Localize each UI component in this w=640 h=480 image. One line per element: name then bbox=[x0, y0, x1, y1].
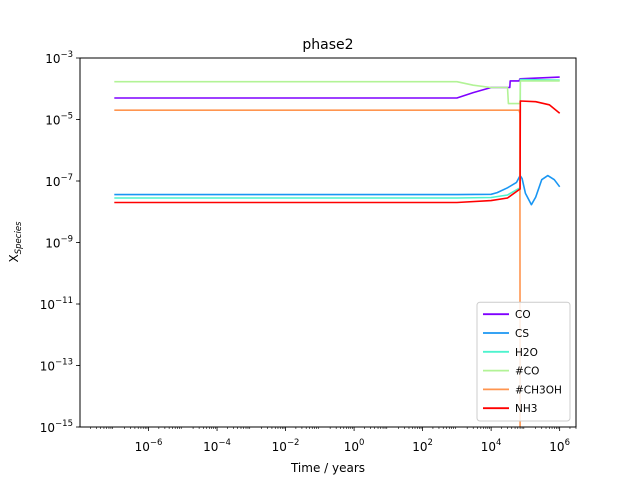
x-tick-label-exponent: 6 bbox=[565, 438, 570, 448]
x-tick-label: 104 bbox=[481, 438, 502, 454]
legend-label: H2O bbox=[515, 347, 538, 359]
x-tick-label-base: 10 bbox=[203, 440, 218, 454]
y-tick-label-exponent: −7 bbox=[60, 173, 73, 183]
y-tick-label-base: 10 bbox=[40, 360, 55, 374]
y-tick-label: 10−15 bbox=[40, 419, 73, 435]
y-tick-label-exponent: −15 bbox=[55, 419, 73, 429]
x-tick-label: 10−6 bbox=[135, 438, 163, 454]
y-tick-label-base: 10 bbox=[45, 175, 60, 189]
series-line-2 bbox=[114, 174, 561, 206]
x-axis-label: Time / years bbox=[290, 461, 365, 475]
x-tick-label-exponent: 0 bbox=[359, 438, 364, 448]
x-tick-label-exponent: −2 bbox=[287, 438, 300, 448]
y-tick-label: 10−3 bbox=[45, 50, 73, 66]
legend-label: #CH3OH bbox=[515, 384, 562, 396]
x-tick-label: 106 bbox=[549, 438, 570, 454]
x-tick-label-exponent: 2 bbox=[428, 438, 433, 448]
y-tick-label-base: 10 bbox=[40, 421, 55, 435]
x-tick-label-base: 10 bbox=[549, 440, 564, 454]
legend-label: CS bbox=[515, 328, 529, 340]
y-tick-label: 10−7 bbox=[45, 173, 73, 189]
series-line-5 bbox=[114, 109, 521, 427]
legend-box bbox=[476, 301, 571, 422]
y-tick-label-base: 10 bbox=[40, 298, 55, 312]
y-axis-label-main: X bbox=[7, 254, 21, 262]
axes-frame bbox=[79, 57, 577, 428]
x-tick-label-base: 10 bbox=[344, 440, 359, 454]
x-tick-label: 10−4 bbox=[203, 438, 231, 454]
series-line-4 bbox=[114, 80, 560, 105]
x-tick-label: 10−2 bbox=[272, 438, 300, 454]
axes-frame-rect bbox=[79, 57, 577, 428]
x-tick-label-exponent: 4 bbox=[496, 438, 501, 448]
x-tick-label-base: 10 bbox=[412, 440, 427, 454]
y-tick-label: 10−11 bbox=[40, 296, 73, 312]
y-tick-label-base: 10 bbox=[45, 52, 60, 66]
series-line-3 bbox=[114, 78, 560, 199]
legend-label: #CO bbox=[515, 366, 539, 378]
x-tick-label-base: 10 bbox=[272, 440, 287, 454]
legend-label: NH3 bbox=[515, 403, 537, 415]
x-tick-label-exponent: −6 bbox=[150, 438, 163, 448]
legend: CO CS H2O #CO #CH3OH NH3 bbox=[476, 301, 571, 422]
x-tick-label: 102 bbox=[412, 438, 433, 454]
y-tick-label-exponent: −9 bbox=[60, 235, 73, 245]
y-tick-label: 10−9 bbox=[45, 235, 73, 251]
y-tick-label-exponent: −3 bbox=[60, 50, 73, 60]
plot-area bbox=[114, 76, 561, 427]
y-tick-label-exponent: −13 bbox=[55, 358, 73, 368]
x-tick-label-exponent: −4 bbox=[218, 438, 231, 448]
x-tick-label-base: 10 bbox=[481, 440, 496, 454]
series-line-6 bbox=[114, 100, 561, 204]
x-tick-label-base: 10 bbox=[135, 440, 150, 454]
y-tick-label: 10−13 bbox=[40, 358, 73, 374]
y-tick-label-base: 10 bbox=[45, 114, 60, 128]
x-tick-label: 100 bbox=[344, 438, 365, 454]
y-tick-label: 10−5 bbox=[45, 112, 73, 128]
y-tick-label-base: 10 bbox=[45, 237, 60, 251]
y-axis-label-subscript: Species bbox=[14, 221, 24, 254]
y-tick-label-exponent: −5 bbox=[60, 112, 73, 122]
x-axis: 10−6 10−4 10−2 100 102 104 106 bbox=[90, 427, 577, 454]
chart-title: phase2 bbox=[302, 37, 353, 53]
y-tick-label-exponent: −11 bbox=[55, 296, 73, 306]
legend-label: CO bbox=[515, 309, 531, 321]
y-axis-label: XSpecies bbox=[7, 221, 24, 263]
